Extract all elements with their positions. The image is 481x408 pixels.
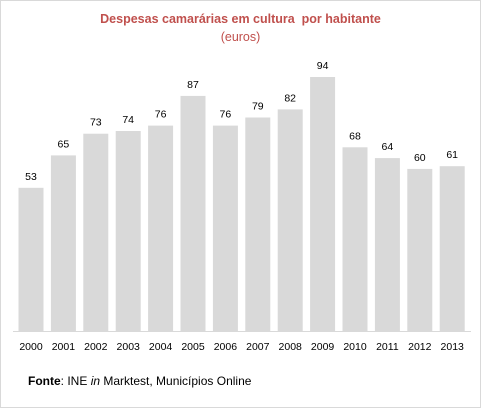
x-tick-label-2012: 2012	[408, 341, 432, 353]
data-label-2011: 64	[382, 141, 394, 153]
chart-title: Despesas camarárias em cultura por habit…	[100, 12, 381, 26]
x-tick-label-2000: 2000	[19, 341, 43, 353]
bar-2001	[50, 155, 76, 331]
x-tick-label-2011: 2011	[376, 341, 399, 353]
data-label-2010: 68	[349, 130, 361, 142]
x-tick-label-2002: 2002	[84, 341, 108, 353]
data-label-2013: 61	[446, 149, 458, 161]
data-label-2002: 73	[90, 117, 102, 129]
bar-2013	[439, 166, 465, 331]
bar-2006	[212, 125, 238, 331]
bar-2008	[277, 109, 303, 332]
data-label-2009: 94	[317, 60, 329, 72]
bar-2011	[374, 158, 400, 331]
x-tick-label-2006: 2006	[214, 341, 238, 353]
x-tick-label-2001: 2001	[52, 341, 76, 353]
data-label-2006: 76	[220, 109, 232, 121]
source-note: Fonte: INE in Marktest, Municípios Onlin…	[28, 374, 251, 388]
data-label-2004: 76	[155, 109, 167, 121]
x-tick-label-2013: 2013	[441, 341, 465, 353]
data-label-2003: 74	[122, 114, 134, 126]
source-separator: : INE	[60, 374, 91, 388]
x-tick-label-2010: 2010	[343, 341, 367, 353]
data-label-2000: 53	[25, 171, 37, 183]
bar-2010	[342, 147, 368, 331]
source-label: Fonte	[28, 374, 61, 388]
bar-2009	[310, 77, 336, 331]
data-label-2007: 79	[252, 101, 264, 113]
data-label-2008: 82	[284, 92, 296, 104]
x-tick-label-2003: 2003	[117, 341, 141, 353]
bar-2007	[245, 117, 271, 331]
x-tick-label-2007: 2007	[246, 341, 270, 353]
data-label-2005: 87	[187, 79, 199, 91]
chart-subtitle: (euros)	[220, 30, 261, 44]
bar-2000	[18, 187, 44, 331]
x-tick-label-2005: 2005	[181, 341, 205, 353]
bar-2004	[148, 125, 174, 331]
data-label-2001: 65	[58, 138, 70, 150]
bar-2002	[83, 133, 109, 331]
x-tick-label-2008: 2008	[279, 341, 303, 353]
source-italic: in	[90, 374, 101, 388]
x-tick-label-2004: 2004	[149, 341, 173, 353]
data-label-2012: 60	[414, 152, 426, 164]
bar-2012	[407, 168, 433, 331]
x-tick-label-2009: 2009	[311, 341, 335, 353]
source-rest: Marktest, Municípios Online	[100, 374, 252, 388]
bar-2003	[115, 131, 141, 331]
bar-2005	[180, 95, 206, 332]
